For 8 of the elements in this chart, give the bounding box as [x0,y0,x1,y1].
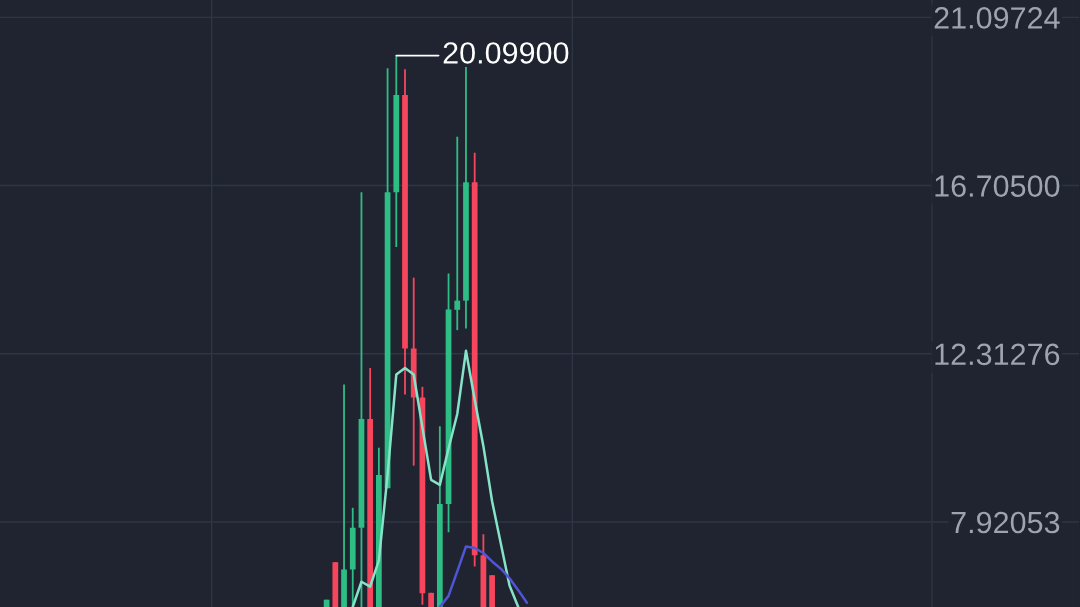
line-series [351,349,520,607]
line-series [438,545,529,607]
candlestick [454,135,461,332]
annotation: 20.09900 [443,42,569,64]
y-tick-label: 16.70500 [935,175,1060,197]
y-tick-label: 7.92053 [951,511,1060,534]
y-tick-label: 12.31276 [935,343,1060,366]
y-tick-label: 21.09724 [934,7,1060,29]
